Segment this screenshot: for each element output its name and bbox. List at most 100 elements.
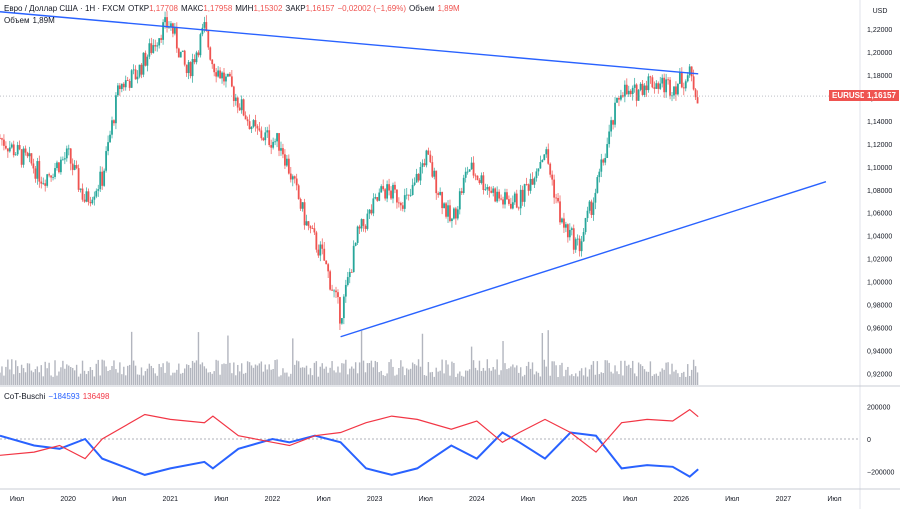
candle-body (639, 83, 642, 90)
volume-bar (429, 372, 432, 385)
volume-bar (83, 370, 86, 385)
candle-body (303, 202, 306, 226)
volume-bar (264, 364, 266, 385)
candle-body (584, 218, 587, 233)
volume-bar (197, 332, 200, 385)
candle-body (635, 84, 638, 101)
price-tick-label: 0,98000 (867, 303, 892, 310)
volume-bar (201, 362, 204, 385)
candle-body (85, 191, 88, 202)
candle-body (115, 95, 117, 124)
volume-bar (641, 366, 644, 385)
volume-bar (502, 341, 504, 385)
candle-body (466, 171, 469, 173)
volume-bar (482, 367, 485, 385)
volume-bar (93, 376, 96, 385)
volume-bar (91, 369, 94, 385)
volume-bar (117, 372, 119, 385)
volume-bar (154, 373, 156, 385)
candle-body (447, 205, 449, 217)
volume-bar (160, 367, 162, 385)
volume-bar (11, 359, 13, 385)
candle-body (678, 72, 681, 84)
candle-body (527, 184, 530, 191)
volume-bar (559, 365, 561, 385)
candle-body (405, 194, 408, 196)
volume-bar (42, 376, 44, 385)
price-tick-label: 0,92000 (867, 372, 892, 379)
volume-bar (464, 370, 467, 385)
price-tick-label: 1,14000 (867, 119, 892, 126)
candle-body (618, 97, 620, 100)
volume-bar (240, 363, 243, 385)
volume-bar (317, 376, 320, 385)
candle-body (262, 138, 265, 141)
candle-body (225, 76, 227, 82)
volume-bar (244, 372, 247, 385)
current-price-symbol: EURUSD (829, 90, 869, 101)
volume-bar (569, 375, 571, 385)
volume-bar (413, 364, 416, 385)
candle-body (376, 197, 379, 201)
candle-body (81, 188, 84, 200)
candle-body (242, 99, 245, 116)
volume-bar (182, 372, 184, 385)
candle-body (40, 181, 43, 184)
volume-bar (360, 330, 363, 385)
candle-body (315, 232, 318, 250)
volume-bar (645, 371, 648, 385)
candle-body (187, 62, 190, 74)
volume-bar (150, 365, 153, 385)
volume-bar (681, 372, 683, 385)
volume-bar (142, 375, 145, 385)
candle-body (515, 193, 518, 208)
candle-body (407, 194, 410, 196)
volume-legend: Объем 1,89M (4, 16, 58, 25)
candle-body (181, 50, 184, 52)
candle-body (175, 27, 178, 49)
candle-body (154, 45, 157, 47)
high-label: МАКС (180, 4, 204, 13)
volume-bar (299, 367, 302, 385)
volume-bar (563, 376, 565, 385)
candle-body (311, 228, 314, 230)
candle-body (600, 159, 603, 172)
candle-body (295, 178, 298, 186)
volume-bar (38, 372, 40, 385)
volume-bar (576, 376, 579, 385)
volume-bar (624, 360, 626, 385)
candle-body (696, 97, 699, 104)
candle-body (368, 209, 371, 214)
candle-body (578, 238, 581, 252)
volume-bar (329, 367, 331, 385)
volume-bar (79, 373, 82, 385)
candle-body (276, 133, 278, 142)
volume-bar (610, 371, 612, 385)
volume-bar (70, 367, 72, 385)
volume-bar (13, 374, 15, 385)
candle-body (103, 170, 106, 186)
volume-bar (288, 376, 290, 385)
candle-body (335, 290, 337, 293)
candle-body (604, 157, 607, 163)
candle-body (99, 171, 102, 190)
volume-bar (441, 359, 443, 385)
volume-bar (184, 368, 186, 385)
candle-body (594, 192, 597, 203)
volume-bar (474, 367, 477, 385)
volume-bar (637, 362, 640, 385)
candle-body (649, 76, 652, 78)
price-tick-label: 1,10000 (867, 165, 892, 172)
volume-bar (205, 368, 208, 385)
time-tick-label: Июл (623, 496, 637, 503)
volume-bar (351, 366, 353, 385)
candle-body (152, 45, 155, 53)
candle-body (511, 202, 514, 209)
volume-bar (292, 338, 294, 385)
candle-body (287, 158, 290, 174)
volume-label: Объем (408, 4, 435, 13)
candle-body (439, 191, 442, 195)
candle-body (488, 187, 491, 191)
